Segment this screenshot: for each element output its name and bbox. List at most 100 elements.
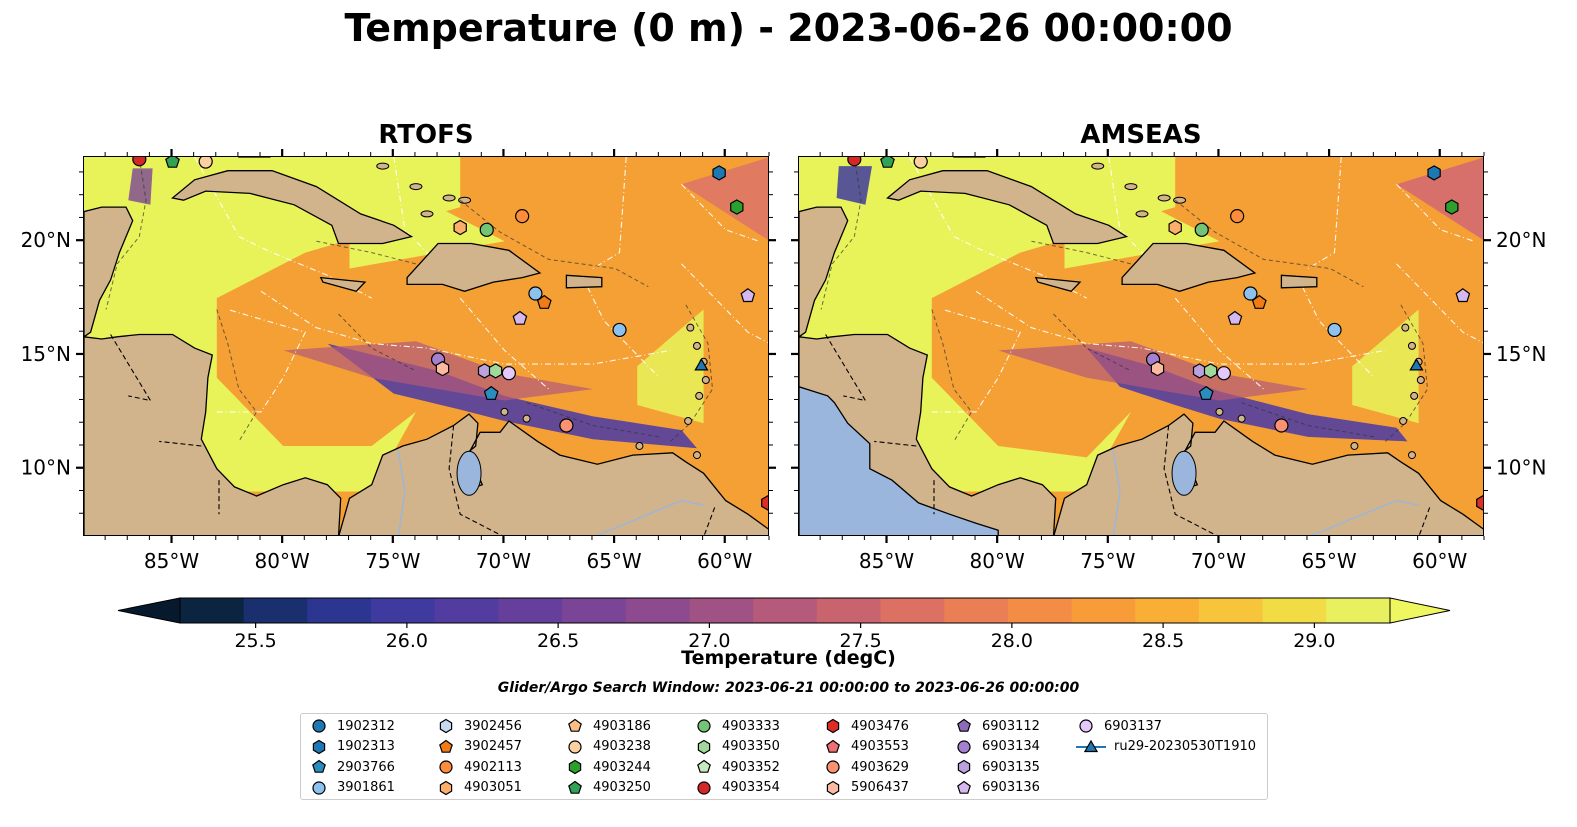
small-island [420,210,434,218]
land-puerto-rico [1280,274,1318,289]
legend-marker[interactable] [312,739,326,754]
platform-marker[interactable] [483,385,499,400]
panel-title-rtofs: RTOFS [378,120,474,150]
legend-marker[interactable] [312,719,326,733]
platform-marker[interactable] [1427,165,1441,181]
legend-marker[interactable] [826,780,840,795]
platform-marker[interactable] [198,157,213,169]
small-island [1410,391,1419,400]
platform-marker[interactable] [1168,219,1182,236]
platform-marker[interactable] [1198,385,1214,400]
platform-marker[interactable] [761,495,769,511]
legend-marker[interactable] [1083,739,1099,752]
legend-marker[interactable] [826,760,840,774]
eez-boundary-line [1108,157,1154,265]
platform-marker[interactable] [132,157,147,167]
small-island [692,341,701,350]
colorbar-segment [625,598,690,623]
legend-marker[interactable] [312,780,326,795]
legend-marker[interactable] [957,780,971,794]
map-panel-rtofs[interactable] [83,156,769,536]
legend-marker[interactable] [439,739,453,753]
legend-marker[interactable] [312,759,326,773]
legend-label: 4903244 [593,759,651,775]
legend-marker[interactable] [439,760,453,774]
platform-marker[interactable] [1409,358,1424,371]
platform-marker[interactable] [1150,360,1165,377]
legend-marker[interactable] [568,780,582,794]
platform-marker[interactable] [512,310,528,325]
legend-marker-icon [568,759,582,775]
legend-marker[interactable] [568,739,582,754]
platform-marker[interactable] [740,288,756,303]
platform-marker[interactable] [1476,495,1484,511]
platform-marker[interactable] [501,366,516,381]
isobath-contour [820,157,862,310]
platform-marker[interactable] [479,222,494,237]
platform-marker[interactable] [435,360,450,377]
platform-marker[interactable] [730,199,744,215]
platform-marker[interactable] [1227,310,1243,325]
platform-marker[interactable] [536,294,552,309]
isobath-contour [1174,199,1364,288]
legend-marker[interactable] [697,739,711,754]
platform-marker[interactable] [1445,199,1459,215]
platform-marker[interactable] [913,157,928,169]
legend-marker[interactable] [697,780,711,795]
platform-marker[interactable] [515,209,530,224]
legend-marker[interactable] [957,759,971,775]
platform-marker[interactable] [1194,222,1209,237]
platform-marker[interactable] [1455,288,1471,303]
platform-marker[interactable] [1327,322,1342,338]
platform-marker[interactable] [528,286,543,301]
legend-label: 4903186 [593,718,651,734]
platform-marker[interactable] [1243,286,1258,301]
legend-marker-icon [439,760,453,774]
colorbar-outline [179,597,1391,624]
platform-marker[interactable] [612,322,627,338]
platform-marker[interactable] [1216,366,1231,381]
platform-marker[interactable] [165,157,180,168]
legend-marker-icon [697,780,711,795]
platform-marker[interactable] [880,157,895,168]
legend-label: 6903134 [982,739,1040,754]
platform-marker[interactable] [488,363,503,379]
platform-marker[interactable] [1251,294,1267,309]
legend-marker[interactable] [1079,719,1093,733]
legend-marker-icon [826,718,840,734]
legend-marker[interactable] [697,759,711,773]
legend-label: 6903136 [982,780,1040,795]
legend-marker[interactable] [568,718,582,732]
small-island [376,162,390,170]
legend-marker[interactable] [957,739,971,754]
legend-marker[interactable] [697,719,711,733]
panel-title-amseas: AMSEAS [1080,120,1202,150]
legend: 1902312 1902313 2903766 3901861 3902456 39024… [300,713,1268,800]
map-panel-amseas[interactable] [798,156,1484,536]
platform-marker[interactable] [694,358,709,371]
eez-boundary-line [1296,275,1375,379]
legend-marker[interactable] [826,739,840,753]
legend-label: 3902457 [464,739,522,754]
land-cuba [171,170,414,245]
platform-marker[interactable] [1203,363,1218,379]
legend-marker[interactable] [439,780,453,795]
eez-boundary-line [1307,157,1342,269]
platform-marker[interactable] [847,157,862,167]
colorbar-segment [371,598,436,623]
legend-item: 4903051 [436,778,522,798]
platform-marker[interactable] [1230,209,1245,224]
legend-marker[interactable] [957,718,971,732]
cool-water-band [1086,348,1408,442]
legend-label: 4903250 [593,780,651,795]
platform-marker[interactable] [712,165,726,181]
colorbar-segment [1198,598,1264,623]
legend-marker[interactable] [568,759,582,775]
legend-item: 4903333 [694,716,780,736]
legend-marker[interactable] [826,718,840,734]
platform-marker[interactable] [1274,418,1289,433]
legend-marker[interactable] [439,718,453,734]
platform-marker[interactable] [559,418,574,433]
platform-marker[interactable] [453,219,467,236]
colorbar-extend-high [1389,597,1451,624]
